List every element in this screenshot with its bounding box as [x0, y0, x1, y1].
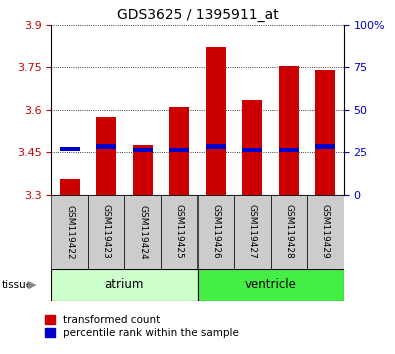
Text: GSM119424: GSM119424	[138, 205, 147, 259]
Bar	[133, 148, 153, 152]
Text: GSM119425: GSM119425	[175, 205, 184, 259]
Bar	[206, 47, 226, 195]
Bar	[206, 144, 226, 149]
Title: GDS3625 / 1395911_at: GDS3625 / 1395911_at	[117, 8, 278, 22]
Bar	[96, 117, 116, 195]
Text: ventricle: ventricle	[245, 279, 297, 291]
Bar	[169, 148, 189, 152]
Text: GSM119428: GSM119428	[284, 205, 293, 259]
Bar	[198, 195, 234, 269]
Bar	[279, 148, 299, 152]
Text: GSM119422: GSM119422	[65, 205, 74, 259]
Text: GSM119427: GSM119427	[248, 205, 257, 259]
Bar	[133, 145, 153, 195]
Text: GSM119429: GSM119429	[321, 205, 330, 259]
Bar	[315, 70, 335, 195]
Bar	[60, 179, 80, 195]
Text: atrium: atrium	[105, 279, 144, 291]
Bar	[51, 269, 198, 301]
Bar	[198, 269, 344, 301]
Bar	[169, 107, 189, 195]
Bar	[234, 195, 271, 269]
Bar	[60, 147, 80, 151]
Bar	[161, 195, 198, 269]
Legend: transformed count, percentile rank within the sample: transformed count, percentile rank withi…	[45, 315, 239, 338]
Bar	[279, 66, 299, 195]
Text: tissue: tissue	[2, 280, 33, 290]
Bar	[124, 195, 161, 269]
Bar	[315, 144, 335, 149]
Bar	[271, 195, 307, 269]
Bar	[242, 100, 262, 195]
Text: ▶: ▶	[28, 280, 37, 290]
Bar	[307, 195, 344, 269]
Text: GSM119426: GSM119426	[211, 205, 220, 259]
Bar	[88, 195, 124, 269]
Bar	[51, 195, 88, 269]
Bar	[242, 148, 262, 152]
Bar	[96, 144, 116, 149]
Text: GSM119423: GSM119423	[102, 205, 111, 259]
